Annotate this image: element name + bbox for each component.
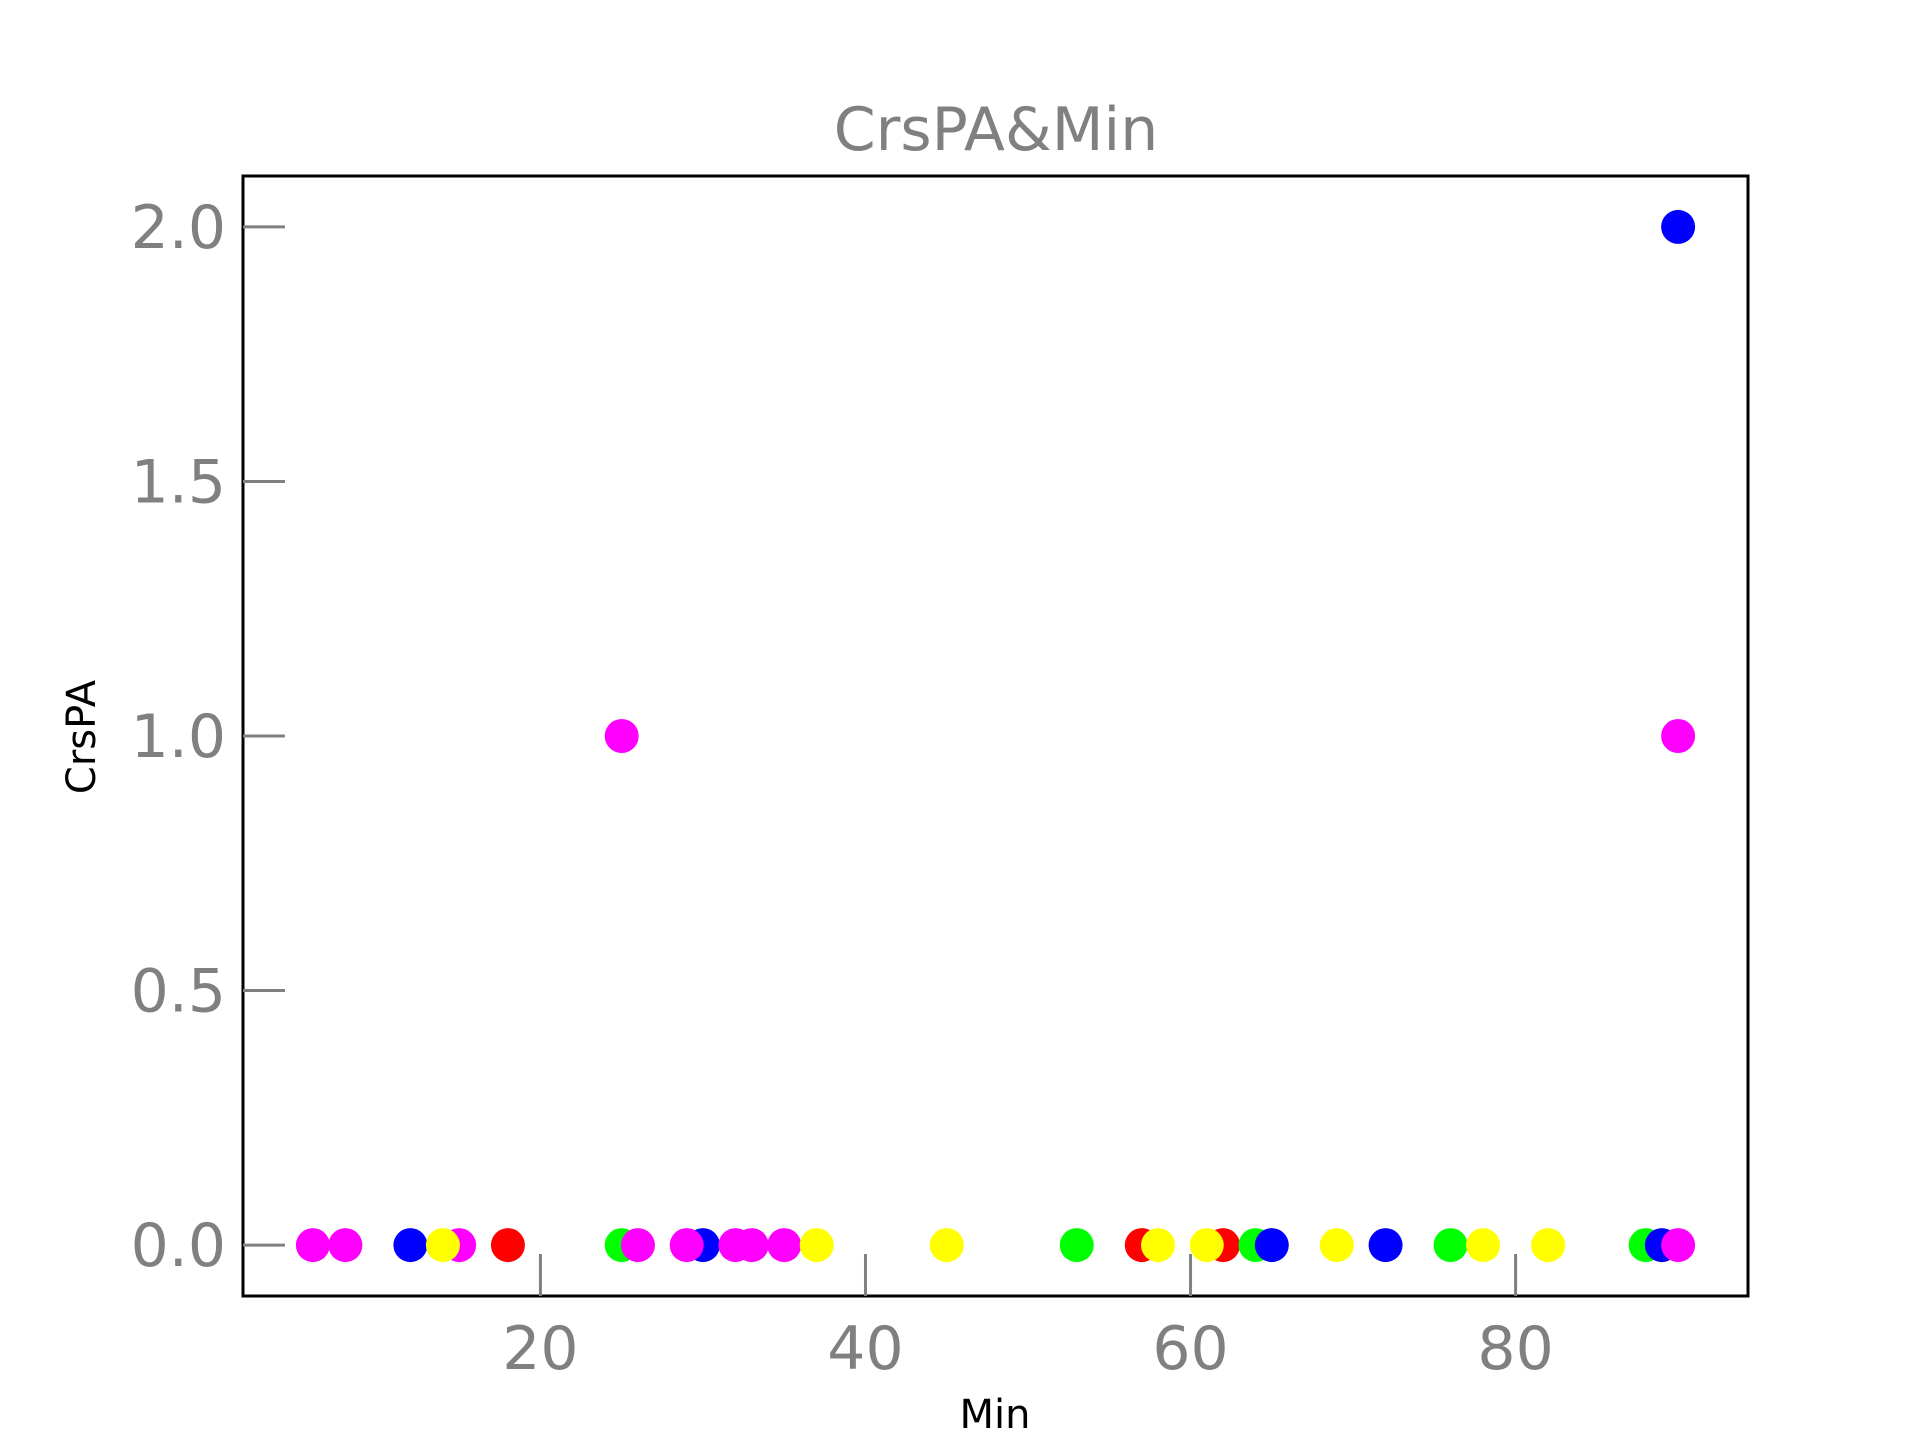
y-tick-label: 0.5 [131,957,226,1027]
data-point-blue [1254,1228,1289,1263]
x-tick-label: 80 [1477,1314,1553,1384]
data-point-yellow [929,1228,964,1263]
y-tick-label: 0.0 [131,1211,226,1281]
data-point-magenta [1661,1228,1696,1263]
x-tick-label: 60 [1152,1314,1228,1384]
data-point-yellow [1141,1228,1176,1263]
data-point-green [1433,1228,1468,1263]
y-tick-label: 1.5 [131,447,226,517]
data-point-green [1059,1228,1094,1263]
y-tick-label: 1.0 [131,702,226,772]
data-point-magenta [767,1228,802,1263]
y-tick-label: 2.0 [131,193,226,263]
x-tick-label: 40 [827,1314,903,1384]
data-point-yellow [1319,1228,1354,1263]
y-axis-label: CrsPA [59,679,105,794]
data-point-blue [1661,209,1696,244]
data-point-yellow [1189,1228,1224,1263]
data-point-blue [1368,1228,1403,1263]
data-point-yellow [425,1228,460,1263]
data-point-magenta [604,719,639,753]
x-tick-label: 20 [502,1314,578,1384]
data-point-yellow [1466,1228,1501,1263]
data-point-magenta [620,1228,655,1263]
data-point-yellow [799,1228,834,1263]
y-axis-ticks: 0.0 0.5 1.0 1.5 2.0 [131,193,285,1281]
chart-title: CrsPA&Min [834,95,1158,165]
data-point-yellow [1531,1228,1566,1263]
x-axis-ticks: 20 40 60 80 [502,1254,1554,1384]
data-point-red [490,1228,525,1263]
data-point-magenta [734,1228,769,1263]
data-point-magenta [328,1228,363,1263]
data-point-magenta [669,1228,704,1263]
x-axis-label: Min [960,1392,1031,1438]
data-point-magenta [1661,719,1696,753]
data-point-magenta [295,1228,330,1263]
data-points [295,209,1696,1263]
plot-area-frame [241,174,1750,1298]
data-point-blue [393,1228,428,1263]
